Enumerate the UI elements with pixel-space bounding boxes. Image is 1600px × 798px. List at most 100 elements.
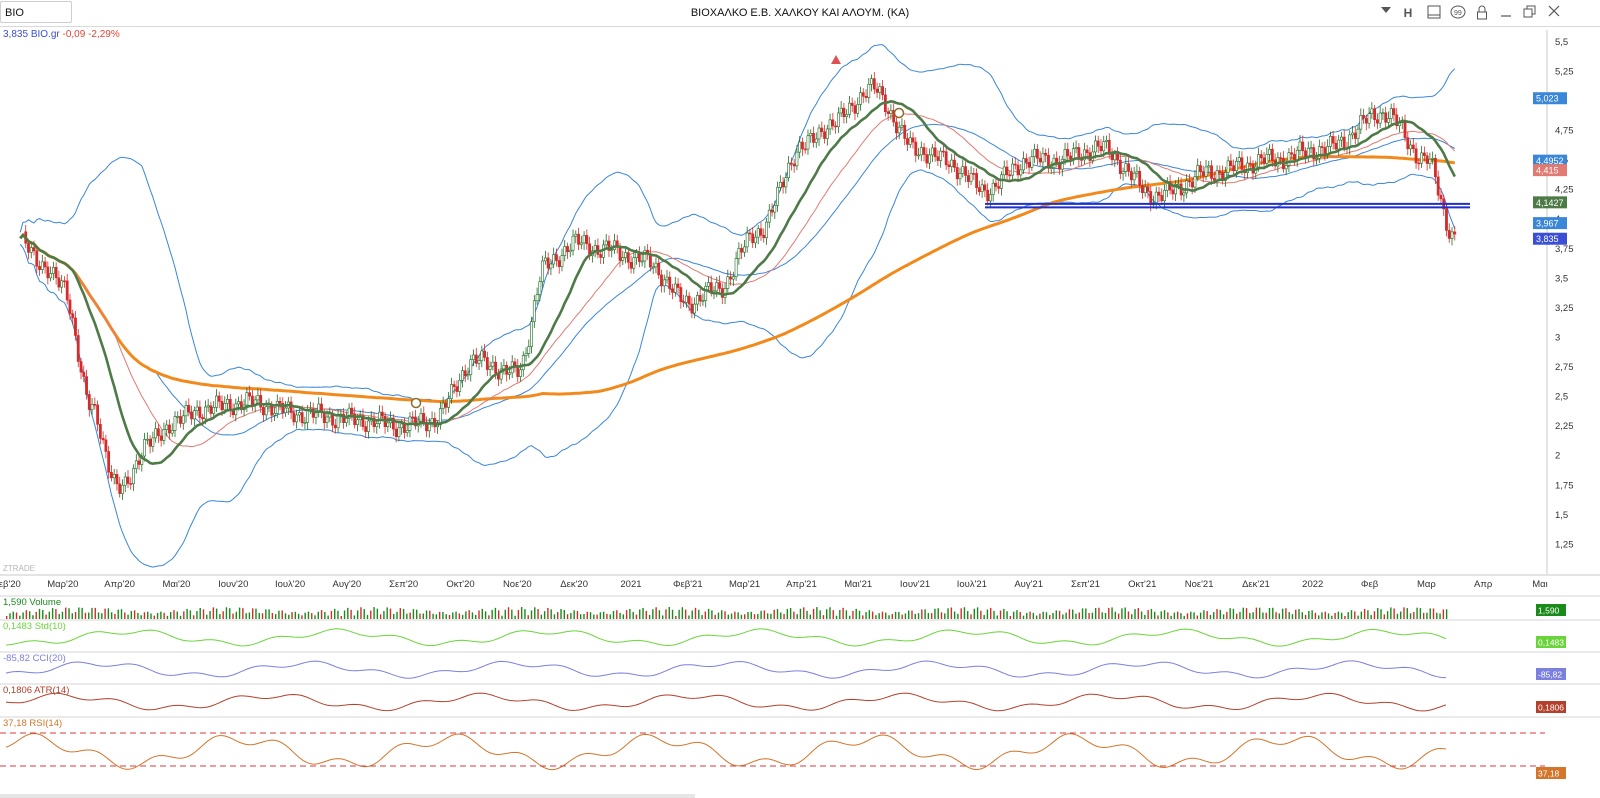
candle-body [950,159,954,168]
volume-bar [1203,610,1205,619]
candle-body [118,483,122,494]
candle-body [32,247,36,252]
candle-body [521,355,525,371]
x-tick-label: Μαι'21 [844,579,872,590]
volume-bar [763,610,766,619]
candle-body [715,282,719,292]
candle-body [850,102,854,106]
horizontal-scrollbar[interactable] [0,794,695,798]
volume-bar [770,613,772,619]
volume-bar [576,610,579,619]
volume-bar [678,609,680,619]
candle-body [942,150,945,153]
volume-bar [1429,608,1431,619]
volume-bar [999,610,1002,619]
volume-bar [248,612,251,619]
candle-body [344,418,348,423]
close-icon[interactable] [1544,3,1564,23]
volume-bar [727,614,729,619]
candle-body [300,412,304,424]
candle-body [60,280,64,288]
svg-text:99: 99 [1454,10,1462,17]
volume-bar [461,614,464,619]
candle-body [1121,170,1125,174]
candle-body [654,262,658,268]
candle-body [444,402,448,408]
candle-body [607,240,611,251]
lock-icon[interactable] [1472,3,1492,23]
candle-body [792,163,796,167]
volume-bar [563,609,565,619]
volume-bar [1377,607,1379,619]
candle-body [839,107,843,114]
symbol-input[interactable]: BIO [0,1,72,23]
volume-bar [373,607,375,619]
volume-bar [1442,609,1445,619]
candle-body [350,407,354,415]
candle-body [289,401,293,413]
candle-body [1309,147,1313,149]
volume-bar [396,611,398,619]
x-tick-label: Σεπ'21 [1071,579,1100,590]
volume-bar [878,613,880,619]
volume-bar [25,610,28,619]
chevron-down-icon[interactable] [1376,3,1396,23]
volume-bar [698,609,700,619]
volume-bar [993,610,995,619]
moving-average-orange [19,154,1456,403]
volume-bar [71,613,73,619]
candle-body [284,407,287,414]
candle-body [859,92,862,105]
volume-bar [799,608,802,619]
candle-body [121,484,124,494]
volume-bar [330,610,333,619]
volume-bar [481,608,483,619]
minimize-icon[interactable] [1496,3,1516,23]
candle-body [63,280,66,283]
candle-body [889,110,893,114]
volume-bar [229,608,231,619]
candle-body [356,419,359,425]
volume-bar [855,608,857,619]
candle-body [693,303,697,314]
volume-bar [1154,611,1156,619]
volume-bar [1249,613,1251,619]
volume-bar [983,614,985,619]
candle-body [1428,158,1432,164]
price-tag [1533,217,1567,230]
ticker: BIO.gr [30,29,60,40]
candle-body [151,437,155,447]
volume-bar [212,607,215,619]
volume-bar [202,609,205,619]
volume-bar [1114,611,1117,619]
candle-body [1035,148,1039,159]
volume-bar [681,607,684,619]
volume-bar [9,613,11,619]
candle-body [441,402,445,409]
candle-body [762,234,766,239]
volume-bar [1072,609,1074,619]
volume-bar [812,608,815,619]
volume-bar [55,608,57,619]
candle-body [1439,194,1443,200]
volume-bar [527,615,529,619]
candle-body [571,235,575,251]
candle-body [488,365,492,370]
candle-body [975,173,978,188]
volume-bar [537,609,539,619]
candle-body [737,247,741,259]
chat-icon[interactable]: 99 [1448,3,1468,23]
candle-body [1342,136,1346,148]
candle-body [1185,180,1189,194]
x-tick-label: Αυγ'20 [333,579,362,590]
h-button[interactable]: H [1403,6,1413,20]
y-tick-label: 1,5 [1555,510,1568,521]
restore-icon[interactable] [1520,3,1540,23]
volume-bar [74,612,77,619]
volume-bar [130,610,133,619]
candle-body [35,250,39,267]
panel-icon[interactable] [1424,3,1444,23]
candle-body [364,426,368,432]
candle-body [881,86,885,96]
